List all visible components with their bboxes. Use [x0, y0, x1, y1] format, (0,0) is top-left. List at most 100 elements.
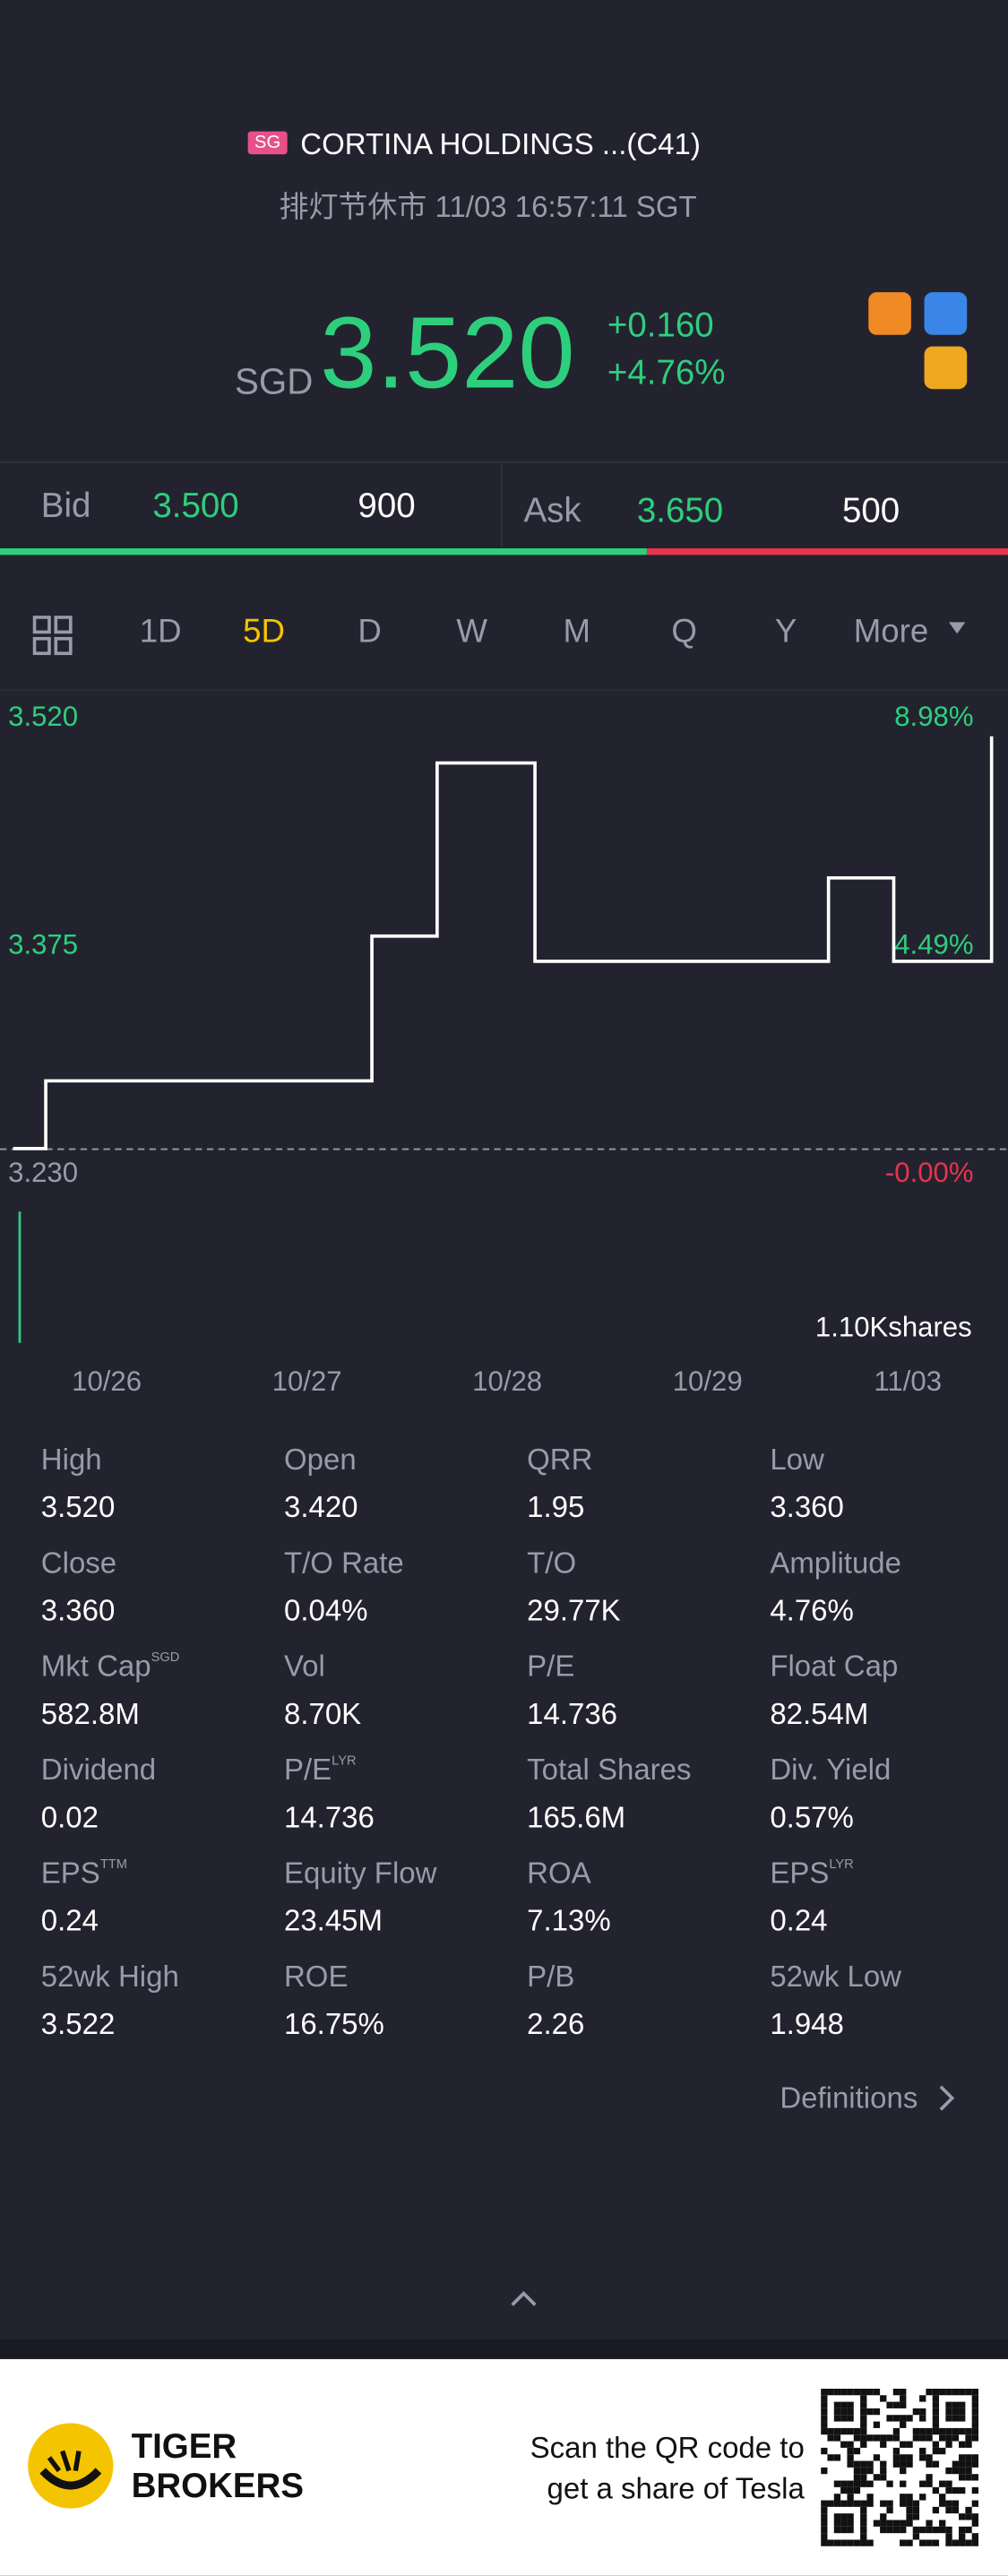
x-tick-label: 10/27	[272, 1366, 342, 1397]
qr-cell	[821, 2427, 828, 2435]
qr-cell	[900, 2415, 907, 2422]
qr-cell	[840, 2539, 848, 2546]
qr-cell	[912, 2434, 920, 2442]
definitions-link[interactable]: Definitions	[780, 2081, 918, 2115]
qr-cell	[853, 2474, 861, 2481]
qr-cell	[821, 2395, 828, 2402]
qr-cell	[932, 2526, 940, 2534]
qr-cell	[840, 2441, 848, 2448]
change-pct: +4.76%	[607, 354, 726, 392]
stat-label: Equity Flow	[283, 1857, 437, 1890]
qr-cell	[912, 2408, 920, 2416]
stat-sup: SGD	[151, 1650, 180, 1665]
qr-cell	[971, 2486, 979, 2494]
stat-value: 14.736	[527, 1697, 618, 1731]
qr-cell	[840, 2480, 848, 2487]
qr-cell	[965, 2427, 972, 2435]
tab[interactable]: Y	[774, 614, 797, 650]
qr-cell	[873, 2474, 881, 2481]
dropdown-arrow[interactable]	[949, 622, 966, 634]
price-line	[13, 736, 994, 1150]
stat-label: Vol	[283, 1650, 325, 1684]
qr-cell	[853, 2434, 861, 2442]
pct-tick-label: 4.49%	[894, 929, 973, 961]
tab[interactable]: W	[456, 614, 487, 650]
qr-cell	[827, 2388, 834, 2396]
qr-cell	[847, 2441, 854, 2448]
qr-cell	[880, 2434, 887, 2442]
qr-cell	[926, 2480, 933, 2487]
divider	[0, 689, 1008, 692]
qr-cell	[971, 2520, 979, 2527]
qr-cell	[932, 2421, 940, 2428]
qr-cell	[945, 2441, 952, 2448]
qr-cell	[932, 2441, 940, 2448]
tab[interactable]: More	[853, 614, 929, 650]
qr-cell	[886, 2506, 893, 2514]
stat-value: 3.522	[40, 2007, 116, 2041]
qr-cell	[959, 2408, 966, 2416]
qr-cell	[906, 2539, 913, 2546]
qr-cell	[827, 2454, 834, 2461]
qr-cell	[900, 2460, 907, 2468]
divider	[0, 2339, 1008, 2359]
qr-cell	[952, 2434, 960, 2442]
qr-cell	[971, 2408, 979, 2416]
qr-cell	[932, 2415, 940, 2422]
x-tick-label: 10/28	[472, 1366, 542, 1397]
ask-label: Ask	[523, 492, 582, 530]
qr-cell	[952, 2460, 960, 2468]
qr-cell	[906, 2513, 913, 2520]
qr-cell	[945, 2480, 952, 2487]
qr-cell	[847, 2447, 854, 2455]
bid-price: 3.500	[152, 487, 239, 526]
stat-value: 8.70K	[283, 1697, 362, 1731]
qr-cell	[919, 2408, 926, 2416]
layout-icon[interactable]	[32, 616, 74, 657]
qr-cell	[821, 2520, 828, 2527]
qr-cell	[827, 2539, 834, 2546]
ask-bar	[646, 547, 1008, 556]
volume-label: 1.10Kshares	[815, 1311, 972, 1342]
qr-cell	[945, 2506, 952, 2514]
brand-line-2: BROKERS	[131, 2467, 304, 2506]
qr-cell	[959, 2388, 966, 2396]
qr-cell	[945, 2427, 952, 2435]
tab[interactable]: D	[358, 614, 382, 650]
stat-value: 23.45M	[283, 1904, 383, 1938]
stat-label: 52wk High	[40, 1960, 179, 1994]
qr-cell	[926, 2434, 933, 2442]
stat-sup: LYR	[332, 1753, 357, 1769]
qr-cell	[880, 2500, 887, 2507]
pct-tick-label: 8.98%	[894, 701, 973, 732]
qr-cell	[821, 2415, 828, 2422]
qr-cell	[952, 2388, 960, 2396]
qr-cell	[900, 2441, 907, 2448]
stat-label: Dividend	[40, 1753, 157, 1787]
qr-cell	[847, 2480, 854, 2487]
x-tick-label: 10/26	[72, 1366, 142, 1397]
qr-cell	[866, 2494, 874, 2501]
stat-label: ROE	[283, 1960, 349, 1994]
qr-cell	[932, 2460, 940, 2468]
tab[interactable]: M	[563, 614, 591, 650]
tab[interactable]: 1D	[139, 614, 182, 650]
qr-cell	[840, 2520, 848, 2527]
qr-cell	[900, 2539, 907, 2546]
qr-cell	[840, 2513, 848, 2520]
icon-dollar[interactable]	[924, 346, 968, 390]
qr-cell	[919, 2395, 926, 2402]
qr-cell	[860, 2520, 867, 2527]
qr-cell	[860, 2460, 867, 2468]
icon-margin[interactable]	[868, 292, 911, 335]
tab[interactable]: Q	[671, 614, 697, 650]
qr-cell	[866, 2467, 874, 2475]
qr-cell	[919, 2454, 926, 2461]
icon-fast[interactable]	[924, 292, 968, 335]
qr-cell	[945, 2434, 952, 2442]
qr-cell	[906, 2506, 913, 2514]
qr-cell	[892, 2388, 900, 2396]
footer: TIGER BROKERS Scan the QR code to get a …	[0, 2358, 1008, 2576]
collapse-arrow[interactable]	[507, 2287, 540, 2310]
tab[interactable]: 5D	[243, 614, 286, 650]
